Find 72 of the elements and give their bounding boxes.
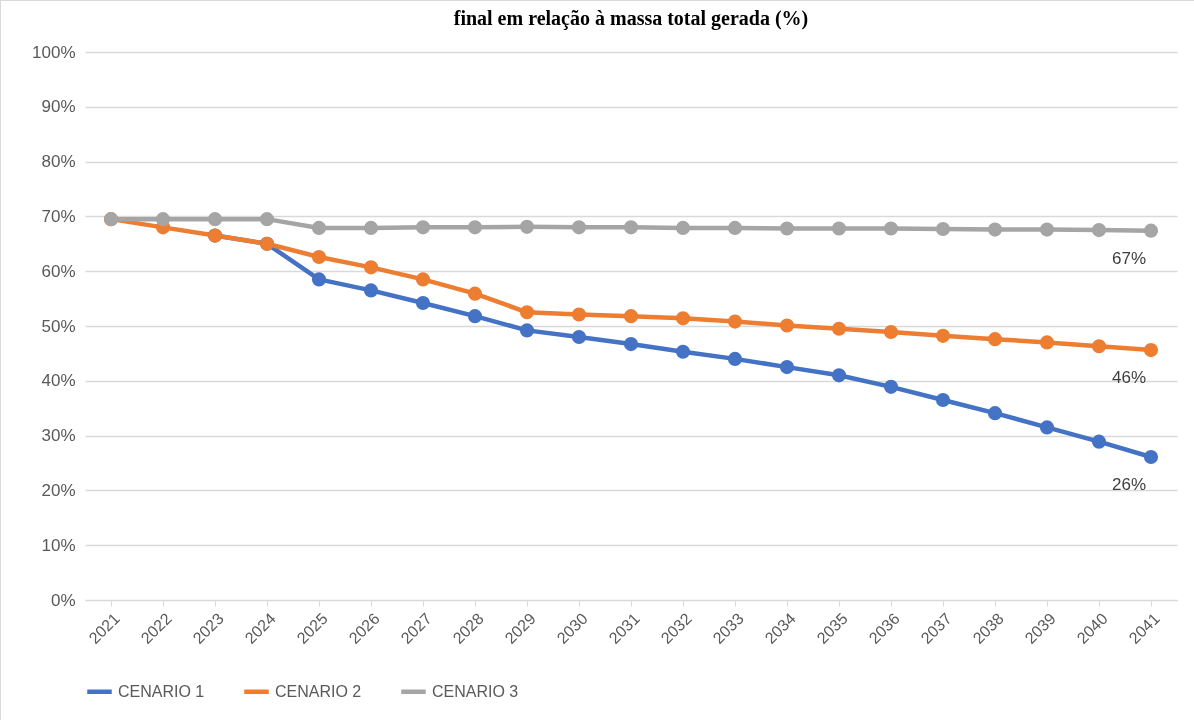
point: [519, 323, 535, 338]
y-tick-label: 20%: [41, 480, 76, 500]
point: [467, 220, 483, 235]
point: [415, 295, 431, 311]
point: [1091, 223, 1107, 238]
point: [519, 305, 535, 320]
point: [1091, 434, 1107, 449]
point: [467, 309, 483, 324]
y-tick-label: 50%: [41, 316, 76, 336]
point: [571, 329, 587, 345]
point: [1143, 449, 1159, 465]
point: [363, 283, 379, 298]
point: [935, 328, 951, 343]
point: [727, 351, 743, 366]
point: [155, 212, 171, 227]
legend-label: CENARIO 1: [118, 682, 205, 700]
point: [1143, 223, 1159, 238]
data-label: 46%: [1111, 368, 1146, 388]
legend-label: CENARIO 2: [275, 682, 362, 700]
point: [623, 220, 639, 235]
point: [467, 286, 483, 301]
point: [831, 368, 847, 383]
point: [779, 360, 795, 375]
point: [675, 311, 691, 326]
point: [727, 220, 743, 235]
point: [259, 212, 275, 227]
y-tick-label: 70%: [41, 206, 76, 226]
point: [831, 221, 847, 236]
point: [727, 314, 743, 329]
point: [1039, 335, 1055, 350]
point: [415, 272, 431, 287]
point: [363, 220, 379, 235]
point: [883, 221, 899, 236]
point: [311, 220, 327, 235]
point: [571, 307, 587, 322]
point: [363, 260, 379, 275]
point: [675, 220, 691, 235]
y-tick-label: 80%: [41, 152, 76, 172]
point: [1143, 343, 1159, 358]
point: [987, 222, 1003, 237]
point: [779, 221, 795, 236]
point: [987, 332, 1003, 347]
point: [1091, 339, 1107, 354]
point: [207, 212, 223, 227]
point: [571, 220, 587, 235]
point: [623, 309, 639, 324]
y-tick-label: 0%: [50, 590, 76, 610]
legend-label: CENARIO 3: [432, 682, 519, 700]
point: [1039, 222, 1055, 237]
point: [883, 379, 899, 394]
point: [779, 318, 795, 333]
y-tick-label: 40%: [41, 371, 76, 391]
point: [519, 219, 535, 234]
y-tick-label: 90%: [41, 97, 76, 117]
data-label: 67%: [1111, 248, 1146, 268]
point: [1039, 420, 1055, 435]
point: [311, 272, 327, 287]
point: [987, 406, 1003, 421]
y-tick-label: 100%: [32, 42, 76, 62]
point: [935, 392, 951, 408]
data-label: 26%: [1111, 474, 1146, 494]
point: [623, 337, 639, 352]
point: [831, 321, 847, 336]
point: [311, 249, 327, 265]
point: [675, 344, 691, 359]
chart-title: final em relação à massa total gerada (%): [453, 7, 809, 30]
point: [935, 221, 951, 237]
y-tick-label: 10%: [41, 535, 76, 555]
point: [415, 220, 431, 235]
y-tick-label: 60%: [41, 261, 76, 281]
point: [883, 324, 899, 340]
y-tick-label: 30%: [41, 426, 76, 446]
